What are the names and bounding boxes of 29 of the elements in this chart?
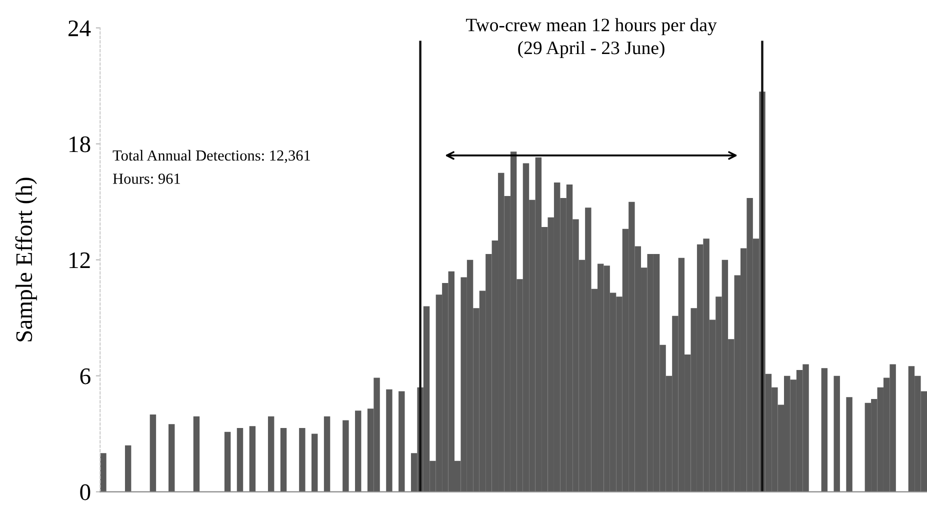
bar <box>342 420 349 492</box>
bar <box>124 445 132 492</box>
y-tick-label: 18 <box>70 136 90 152</box>
bar <box>846 397 852 492</box>
bar <box>150 414 156 492</box>
y-tick-label: 24 <box>68 20 91 36</box>
bar <box>355 410 362 492</box>
y-axis-title: Sample Effort (h) <box>15 178 37 342</box>
y-tick-label: 12 <box>70 252 90 268</box>
annotation: Hours: 961 <box>112 174 180 184</box>
y-tick-label: 6 <box>80 368 90 384</box>
bar <box>193 416 200 492</box>
bar <box>236 428 244 492</box>
annotation: Total Annual Detections: 12,361 <box>112 150 310 163</box>
bar <box>224 432 231 492</box>
bar <box>324 416 330 492</box>
bar <box>821 368 828 492</box>
bar <box>299 428 306 492</box>
annotation: Two-crew mean 12 hours per day (29 April - 23 June) <box>466 18 717 58</box>
bar <box>834 376 840 492</box>
bar <box>280 428 287 492</box>
bar <box>268 416 274 492</box>
y-tick-label: 0 <box>80 484 90 500</box>
bar <box>398 391 405 492</box>
bar <box>168 424 175 492</box>
bar <box>312 434 318 492</box>
bar <box>249 426 256 492</box>
bar <box>386 389 392 492</box>
bar <box>100 453 106 492</box>
